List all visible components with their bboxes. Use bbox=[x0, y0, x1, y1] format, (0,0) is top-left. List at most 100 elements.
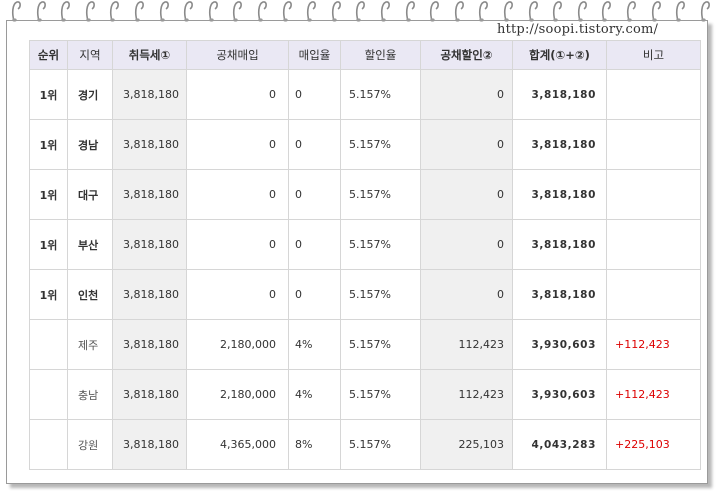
region-cell: 강원 bbox=[67, 419, 113, 470]
bond-purchase-cell: 0 bbox=[186, 269, 289, 320]
rank-cell: 1위 bbox=[29, 269, 68, 320]
bond-discount-cell: 0 bbox=[420, 219, 513, 270]
acquisition-tax-cell: 3,818,180 bbox=[112, 119, 187, 170]
acquisition-tax-cell: 3,818,180 bbox=[112, 69, 187, 120]
binder-ring-icon bbox=[331, 1, 341, 22]
blog-url-watermark: http://soopi.tistory.com/ bbox=[495, 22, 661, 37]
bond-purchase-cell: 0 bbox=[186, 69, 289, 120]
header-note: 비고 bbox=[606, 40, 701, 70]
bond-discount-cell: 225,103 bbox=[420, 419, 513, 470]
total-cell: 4,043,283 bbox=[512, 419, 607, 470]
bond-discount-cell: 0 bbox=[420, 119, 513, 170]
total-cell: 3,818,180 bbox=[512, 119, 607, 170]
acquisition-tax-cell: 3,818,180 bbox=[112, 169, 187, 220]
table-row: 1위 경남 3,818,180 0 0 5.157% 0 3,818,180 bbox=[29, 119, 701, 170]
header-bond-discount: 공채할인② bbox=[420, 40, 513, 70]
table-row: 1위 인천 3,818,180 0 0 5.157% 0 3,818,180 bbox=[29, 269, 701, 320]
total-cell: 3,930,603 bbox=[512, 369, 607, 420]
table-row: 1위 대구 3,818,180 0 0 5.157% 0 3,818,180 bbox=[29, 169, 701, 220]
binder-ring-icon bbox=[233, 1, 243, 22]
binder-ring-icon bbox=[257, 1, 267, 22]
binder-ring-icon bbox=[405, 1, 415, 22]
rank-cell: 1위 bbox=[29, 69, 68, 120]
binder-ring-icon bbox=[577, 1, 587, 22]
bond-discount-cell: 0 bbox=[420, 69, 513, 120]
note-cell bbox=[606, 269, 701, 320]
acquisition-tax-cell: 3,818,180 bbox=[112, 269, 187, 320]
binder-ring-icon bbox=[85, 1, 95, 22]
header-discount-rate: 할인율 bbox=[340, 40, 421, 70]
purchase-rate-cell: 8% bbox=[288, 419, 341, 470]
rank-cell: 1위 bbox=[29, 119, 68, 170]
purchase-rate-cell: 0 bbox=[288, 269, 341, 320]
acquisition-tax-cell: 3,818,180 bbox=[112, 319, 187, 370]
header-acquisition-tax: 취득세① bbox=[112, 40, 187, 70]
region-cell: 경남 bbox=[67, 119, 113, 170]
discount-rate-cell: 5.157% bbox=[340, 169, 421, 220]
binder-ring-icon bbox=[11, 1, 21, 22]
note-cell: +112,423 bbox=[606, 369, 701, 420]
registration-cost-table: 순위 지역 취득세① 공채매입 매입율 할인율 공채할인② 합계(①+②) 비고… bbox=[29, 40, 701, 470]
acquisition-tax-cell: 3,818,180 bbox=[112, 419, 187, 470]
bond-purchase-cell: 2,180,000 bbox=[186, 319, 289, 370]
region-cell: 경기 bbox=[67, 69, 113, 120]
binder-ring-icon bbox=[110, 1, 120, 22]
region-cell: 인천 bbox=[67, 269, 113, 320]
purchase-rate-cell: 0 bbox=[288, 169, 341, 220]
discount-rate-cell: 5.157% bbox=[340, 319, 421, 370]
acquisition-tax-cell: 3,818,180 bbox=[112, 369, 187, 420]
bond-discount-cell: 112,423 bbox=[420, 369, 513, 420]
bond-purchase-cell: 0 bbox=[186, 219, 289, 270]
discount-rate-cell: 5.157% bbox=[340, 369, 421, 420]
bond-purchase-cell: 4,365,000 bbox=[186, 419, 289, 470]
header-purchase-rate: 매입율 bbox=[288, 40, 341, 70]
purchase-rate-cell: 0 bbox=[288, 219, 341, 270]
rank-cell bbox=[29, 319, 68, 370]
binder-ring-icon bbox=[528, 1, 538, 22]
binder-ring-icon bbox=[61, 1, 71, 22]
note-cell bbox=[606, 169, 701, 220]
binder-ring-icon bbox=[700, 1, 710, 22]
table-row: 충남 3,818,180 2,180,000 4% 5.157% 112,423… bbox=[29, 369, 701, 420]
binder-ring-icon bbox=[553, 1, 563, 22]
total-cell: 3,818,180 bbox=[512, 269, 607, 320]
header-rank: 순위 bbox=[29, 40, 68, 70]
header-total: 합계(①+②) bbox=[512, 40, 607, 70]
bond-purchase-cell: 2,180,000 bbox=[186, 369, 289, 420]
bond-discount-cell: 0 bbox=[420, 269, 513, 320]
note-cell bbox=[606, 69, 701, 120]
binder-ring-icon bbox=[134, 1, 144, 22]
region-cell: 부산 bbox=[67, 219, 113, 270]
header-region: 지역 bbox=[67, 40, 113, 70]
table-row: 강원 3,818,180 4,365,000 8% 5.157% 225,103… bbox=[29, 419, 701, 470]
binder-ring-icon bbox=[454, 1, 464, 22]
total-cell: 3,818,180 bbox=[512, 219, 607, 270]
bond-discount-cell: 112,423 bbox=[420, 319, 513, 370]
purchase-rate-cell: 0 bbox=[288, 119, 341, 170]
binder-ring-icon bbox=[208, 1, 218, 22]
binder-ring-icon bbox=[307, 1, 317, 22]
table-row: 1위 경기 3,818,180 0 0 5.157% 0 3,818,180 bbox=[29, 69, 701, 120]
acquisition-tax-cell: 3,818,180 bbox=[112, 219, 187, 270]
rank-cell bbox=[29, 419, 68, 470]
binder-ring-icon bbox=[676, 1, 686, 22]
binder-ring-icon bbox=[36, 1, 46, 22]
table-row: 1위 부산 3,818,180 0 0 5.157% 0 3,818,180 bbox=[29, 219, 701, 270]
binder-ring-icon bbox=[503, 1, 513, 22]
discount-rate-cell: 5.157% bbox=[340, 119, 421, 170]
notebook-frame: 순위 지역 취득세① 공채매입 매입율 할인율 공채할인② 합계(①+②) 비고… bbox=[6, 20, 708, 484]
purchase-rate-cell: 0 bbox=[288, 69, 341, 120]
binder-ring-icon bbox=[626, 1, 636, 22]
rank-cell bbox=[29, 369, 68, 420]
bond-purchase-cell: 0 bbox=[186, 119, 289, 170]
binder-ring-icon bbox=[430, 1, 440, 22]
table-row: 제주 3,818,180 2,180,000 4% 5.157% 112,423… bbox=[29, 319, 701, 370]
discount-rate-cell: 5.157% bbox=[340, 69, 421, 120]
rank-cell: 1위 bbox=[29, 169, 68, 220]
binder-ring-icon bbox=[159, 1, 169, 22]
note-cell: +112,423 bbox=[606, 319, 701, 370]
total-cell: 3,930,603 bbox=[512, 319, 607, 370]
binder-ring-icon bbox=[356, 1, 366, 22]
region-cell: 충남 bbox=[67, 369, 113, 420]
binder-ring-icon bbox=[380, 1, 390, 22]
